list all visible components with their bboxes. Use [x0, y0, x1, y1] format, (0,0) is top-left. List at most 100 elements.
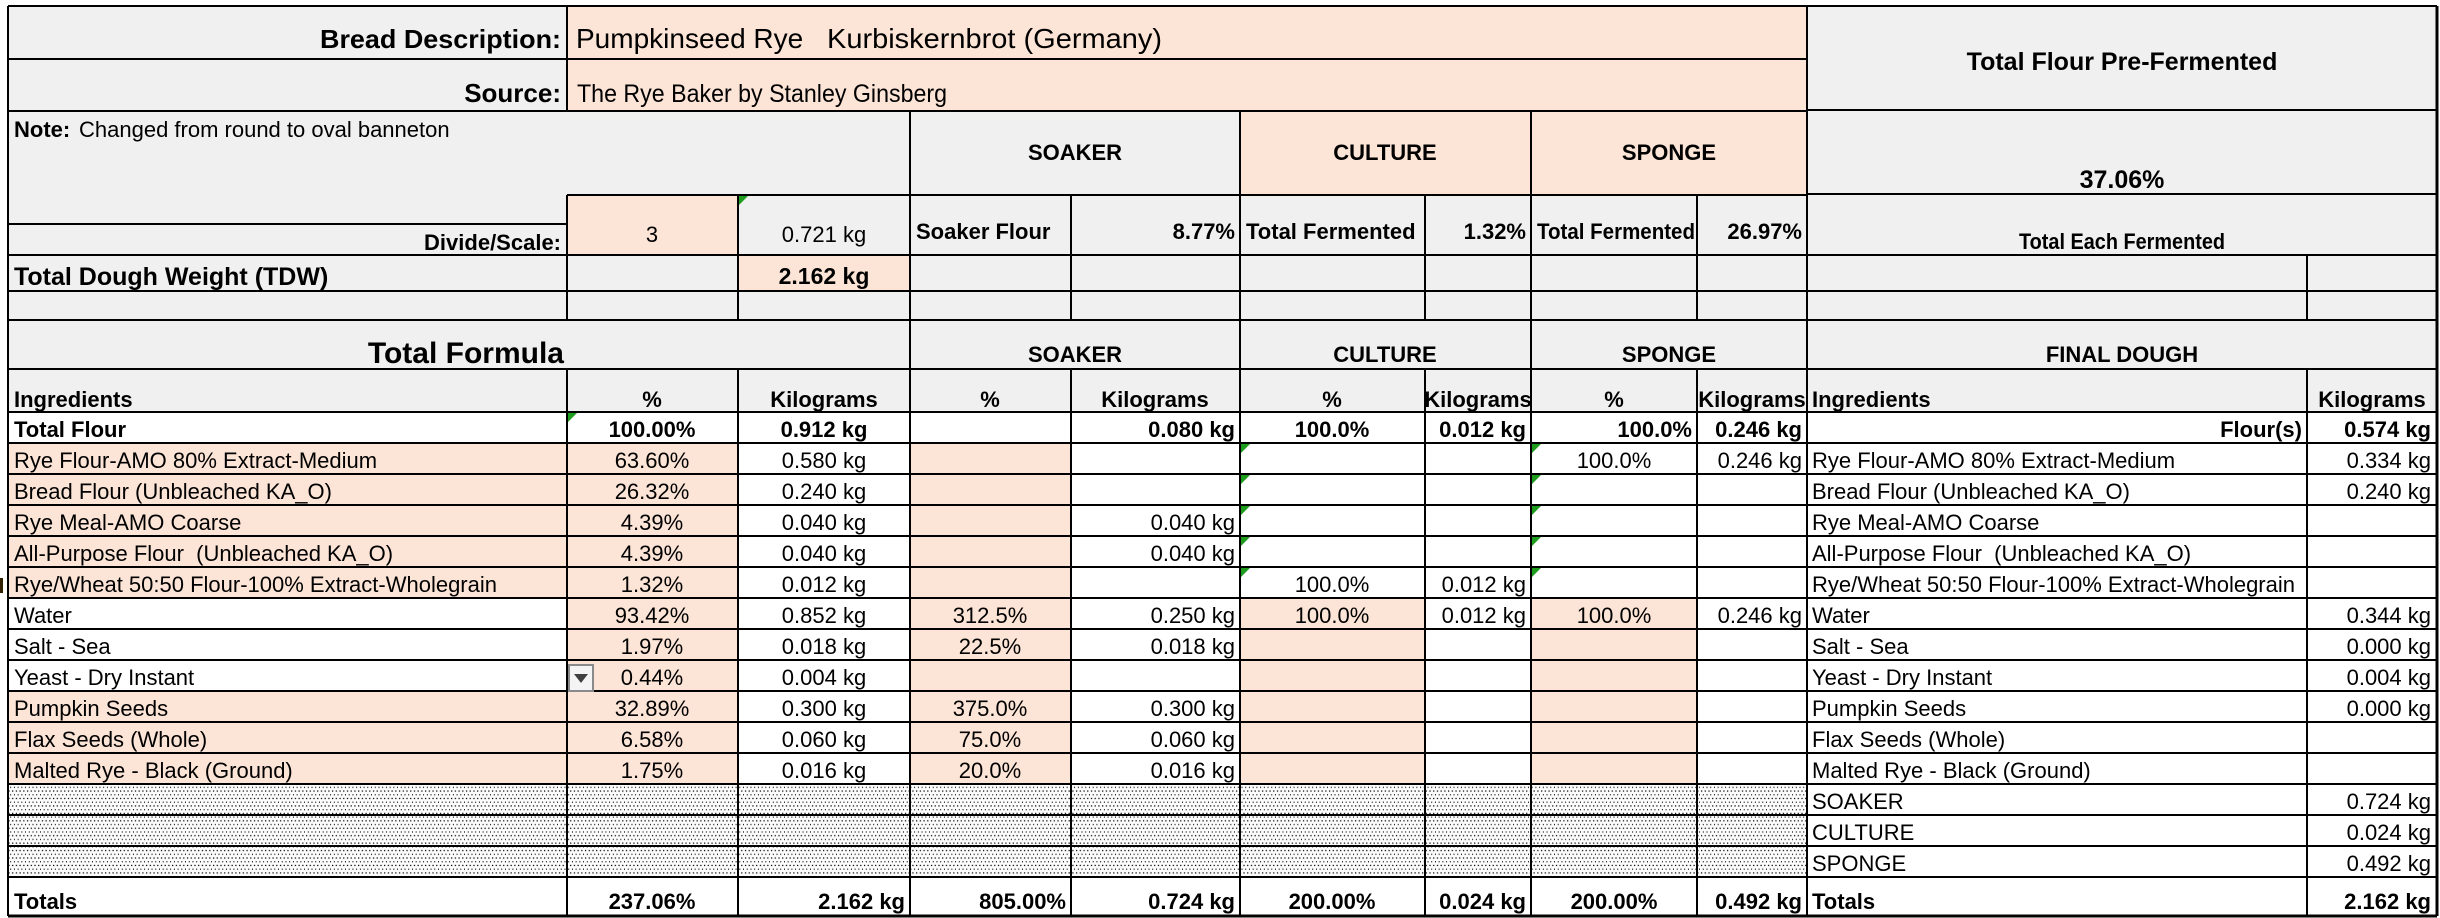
svg-text:26.97%: 26.97% [1727, 219, 1802, 244]
svg-text:0.912 kg: 0.912 kg [781, 417, 868, 442]
svg-text:237.06%: 237.06% [609, 889, 696, 914]
svg-text:805.00%: 805.00% [979, 889, 1066, 914]
svg-text:0.004 kg: 0.004 kg [782, 665, 866, 690]
svg-text:Kilograms: Kilograms [2318, 387, 2426, 412]
svg-text:312.5%: 312.5% [953, 603, 1028, 628]
svg-text:0.240 kg: 0.240 kg [782, 479, 866, 504]
svg-text:0.300 kg: 0.300 kg [1151, 696, 1235, 721]
svg-text:0.018 kg: 0.018 kg [782, 634, 866, 659]
svg-text:0.300 kg: 0.300 kg [782, 696, 866, 721]
svg-text:CULTURE: CULTURE [1333, 342, 1436, 367]
svg-text:32.89%: 32.89% [615, 696, 690, 721]
svg-text:Malted Rye - Black (Ground): Malted Rye - Black (Ground) [1812, 758, 2091, 783]
svg-text:Source:: Source: [464, 78, 561, 108]
svg-text:0.334 kg: 0.334 kg [2347, 448, 2431, 473]
svg-text:Flax Seeds (Whole): Flax Seeds (Whole) [14, 727, 207, 752]
svg-text:0.012 kg: 0.012 kg [1442, 572, 1526, 597]
svg-text:3: 3 [646, 222, 658, 247]
svg-text:The Rye Baker by Stanley Ginsb: The Rye Baker by Stanley Ginsberg [577, 80, 947, 108]
svg-text:0.018 kg: 0.018 kg [1151, 634, 1235, 659]
svg-text:Rye/Wheat 50:50 Flour-100% Ext: Rye/Wheat 50:50 Flour-100% Extract-Whole… [1812, 572, 2295, 597]
svg-text:SPONGE: SPONGE [1622, 342, 1716, 367]
svg-text:Kilograms: Kilograms [1698, 387, 1806, 412]
svg-text:%: % [1322, 387, 1342, 412]
svg-text:8.77%: 8.77% [1173, 219, 1235, 244]
svg-text:Kilograms: Kilograms [1424, 387, 1532, 412]
svg-text:Bread Description:: Bread Description: [320, 24, 561, 54]
svg-text:Ingredients: Ingredients [1812, 387, 1931, 412]
svg-text:0.012 kg: 0.012 kg [782, 572, 866, 597]
svg-text:Divide/Scale:: Divide/Scale: [424, 230, 561, 255]
svg-text:Water: Water [14, 603, 72, 628]
svg-text:Kurbiskernbrot (Germany): Kurbiskernbrot (Germany) [827, 23, 1162, 54]
svg-text:Bread Flour (Unbleached KA_O): Bread Flour (Unbleached KA_O) [1812, 479, 2130, 504]
svg-text:Total Fermented: Total Fermented [1537, 219, 1695, 244]
svg-text:2.162 kg: 2.162 kg [818, 889, 905, 914]
svg-text:Soaker Flour: Soaker Flour [916, 219, 1051, 244]
svg-text:Total Formula: Total Formula [368, 337, 564, 370]
svg-text:SOAKER: SOAKER [1028, 342, 1122, 367]
svg-text:Total Dough Weight (TDW): Total Dough Weight (TDW) [14, 263, 328, 291]
svg-text:0.492 kg: 0.492 kg [1715, 889, 1802, 914]
svg-text:Yeast - Dry Instant: Yeast - Dry Instant [14, 665, 194, 690]
svg-text:200.00%: 200.00% [1289, 889, 1376, 914]
svg-text:SOAKER: SOAKER [1028, 140, 1122, 165]
svg-text:Salt - Sea: Salt - Sea [14, 634, 111, 659]
svg-text:0.016 kg: 0.016 kg [1151, 758, 1235, 783]
svg-text:100.0%: 100.0% [1577, 603, 1652, 628]
svg-text:0.44%: 0.44% [621, 665, 683, 690]
svg-text:26.32%: 26.32% [615, 479, 690, 504]
svg-text:0.250 kg: 0.250 kg [1151, 603, 1235, 628]
svg-text:Totals: Totals [1812, 889, 1875, 914]
svg-text:0.240 kg: 0.240 kg [2347, 479, 2431, 504]
svg-text:Yeast - Dry Instant: Yeast - Dry Instant [1812, 665, 1992, 690]
svg-text:All-Purpose Flour (Unbleached: All-Purpose Flour (Unbleached KA_O) [14, 541, 393, 566]
svg-text:2.162 kg: 2.162 kg [2344, 889, 2431, 914]
svg-text:0.574 kg: 0.574 kg [2344, 417, 2431, 442]
svg-text:Totals: Totals [14, 889, 77, 914]
svg-text:100.0%: 100.0% [1577, 448, 1652, 473]
svg-text:Rye Flour-AMO 80% Extract-Medi: Rye Flour-AMO 80% Extract-Medium [1812, 448, 2175, 473]
svg-text:100.0%: 100.0% [1295, 417, 1370, 442]
svg-text:0.344 kg: 0.344 kg [2347, 603, 2431, 628]
svg-text:Pumpkin Seeds: Pumpkin Seeds [1812, 696, 1966, 721]
svg-text:0.012 kg: 0.012 kg [1439, 417, 1526, 442]
svg-text:1.97%: 1.97% [621, 634, 683, 659]
svg-text:1.32%: 1.32% [1464, 219, 1526, 244]
svg-text:0.246 kg: 0.246 kg [1718, 603, 1802, 628]
svg-text:Salt - Sea: Salt - Sea [1812, 634, 1909, 659]
svg-text:Bread Flour (Unbleached KA_O): Bread Flour (Unbleached KA_O) [14, 479, 332, 504]
svg-text:20.0%: 20.0% [959, 758, 1021, 783]
svg-text:0.721 kg: 0.721 kg [782, 222, 866, 247]
svg-text:0.024 kg: 0.024 kg [2347, 820, 2431, 845]
svg-text:93.42%: 93.42% [615, 603, 690, 628]
svg-text:0.016 kg: 0.016 kg [782, 758, 866, 783]
svg-text:Malted Rye - Black (Ground): Malted Rye - Black (Ground) [14, 758, 293, 783]
svg-text:22.5%: 22.5% [959, 634, 1021, 659]
svg-text:SOAKER: SOAKER [1812, 789, 1904, 814]
svg-text:0.040 kg: 0.040 kg [1151, 510, 1235, 535]
svg-text:Note:: Note: [14, 117, 70, 142]
svg-text:Total Flour: Total Flour [14, 417, 126, 442]
svg-text:0.012 kg: 0.012 kg [1442, 603, 1526, 628]
svg-text:Kilograms: Kilograms [770, 387, 878, 412]
svg-text:1.32%: 1.32% [621, 572, 683, 597]
svg-text:Rye Meal-AMO Coarse: Rye Meal-AMO Coarse [14, 510, 241, 535]
svg-text:0.080 kg: 0.080 kg [1148, 417, 1235, 442]
svg-text:0.000 kg: 0.000 kg [2347, 634, 2431, 659]
svg-text:%: % [642, 387, 662, 412]
svg-text:Total Flour Pre-Fermented: Total Flour Pre-Fermented [1967, 48, 2278, 76]
svg-text:0.724 kg: 0.724 kg [2347, 789, 2431, 814]
svg-text:100.0%: 100.0% [1295, 572, 1370, 597]
svg-text:0.246 kg: 0.246 kg [1718, 448, 1802, 473]
svg-text:0.040 kg: 0.040 kg [782, 510, 866, 535]
svg-text:1.75%: 1.75% [621, 758, 683, 783]
svg-text:375.0%: 375.0% [953, 696, 1028, 721]
svg-text:0.040 kg: 0.040 kg [1151, 541, 1235, 566]
svg-text:All-Purpose Flour (Unbleached: All-Purpose Flour (Unbleached KA_O) [1812, 541, 2191, 566]
svg-text:Kilograms: Kilograms [1101, 387, 1209, 412]
svg-text:CULTURE: CULTURE [1812, 820, 1914, 845]
svg-text:0.852 kg: 0.852 kg [782, 603, 866, 628]
svg-text:0.004 kg: 0.004 kg [2347, 665, 2431, 690]
svg-text:2.162 kg: 2.162 kg [779, 263, 870, 289]
